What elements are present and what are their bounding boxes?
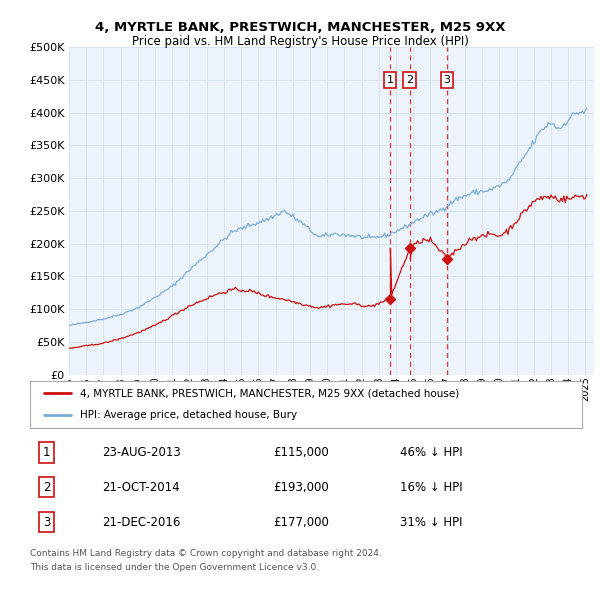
Text: 21-OCT-2014: 21-OCT-2014: [102, 481, 179, 494]
Text: £193,000: £193,000: [273, 481, 329, 494]
Text: 31% ↓ HPI: 31% ↓ HPI: [400, 516, 463, 529]
Text: Price paid vs. HM Land Registry's House Price Index (HPI): Price paid vs. HM Land Registry's House …: [131, 35, 469, 48]
Text: £177,000: £177,000: [273, 516, 329, 529]
Text: 1: 1: [43, 446, 50, 459]
Text: 2: 2: [406, 75, 413, 85]
Text: 16% ↓ HPI: 16% ↓ HPI: [400, 481, 463, 494]
Text: 21-DEC-2016: 21-DEC-2016: [102, 516, 180, 529]
Text: Contains HM Land Registry data © Crown copyright and database right 2024.: Contains HM Land Registry data © Crown c…: [30, 549, 382, 558]
Text: 3: 3: [43, 516, 50, 529]
Text: 1: 1: [386, 75, 394, 85]
Text: 4, MYRTLE BANK, PRESTWICH, MANCHESTER, M25 9XX (detached house): 4, MYRTLE BANK, PRESTWICH, MANCHESTER, M…: [80, 388, 459, 398]
Text: 4, MYRTLE BANK, PRESTWICH, MANCHESTER, M25 9XX: 4, MYRTLE BANK, PRESTWICH, MANCHESTER, M…: [95, 21, 505, 34]
Text: 2: 2: [43, 481, 50, 494]
Text: HPI: Average price, detached house, Bury: HPI: Average price, detached house, Bury: [80, 410, 297, 420]
Text: £115,000: £115,000: [273, 446, 329, 459]
Text: 23-AUG-2013: 23-AUG-2013: [102, 446, 181, 459]
Text: 46% ↓ HPI: 46% ↓ HPI: [400, 446, 463, 459]
FancyBboxPatch shape: [30, 381, 582, 428]
Text: 3: 3: [443, 75, 451, 85]
Text: This data is licensed under the Open Government Licence v3.0.: This data is licensed under the Open Gov…: [30, 563, 319, 572]
